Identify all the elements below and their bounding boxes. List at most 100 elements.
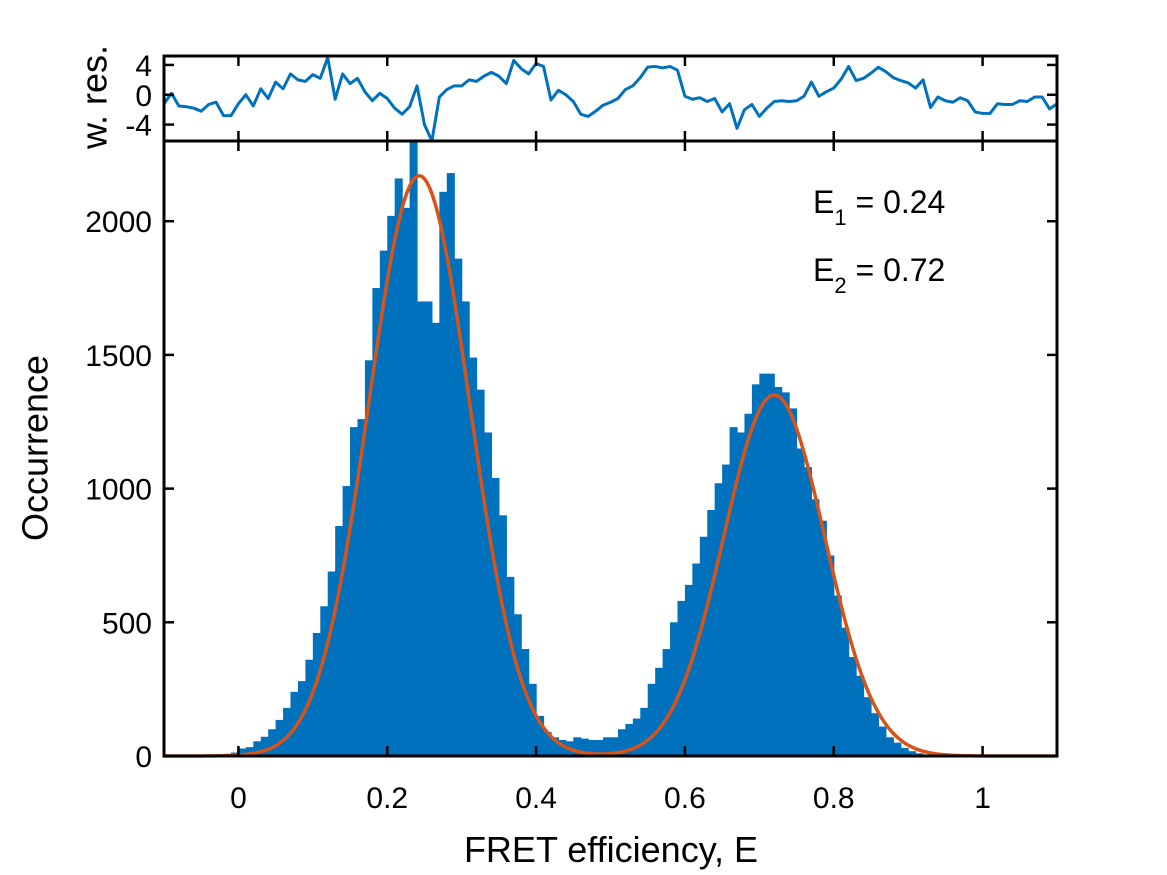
histogram-bar [335, 526, 344, 756]
histogram-bar [848, 657, 857, 756]
histogram-bar [409, 141, 418, 756]
histogram-bar [870, 713, 879, 756]
histogram-bar [357, 419, 366, 756]
histogram-bar [796, 448, 805, 756]
histogram-bar [305, 659, 314, 756]
histogram-bars [193, 141, 961, 757]
histogram-bar [521, 649, 530, 756]
histogram-y-tick-labels: 0 500 1000 1500 2000 [85, 206, 152, 774]
histogram-bar [632, 718, 641, 756]
histogram-bar [364, 360, 373, 756]
res-y-tick-label: 4 [135, 50, 152, 83]
residuals-y-axis-title: w. res. [74, 45, 115, 150]
histogram-bar [342, 485, 351, 756]
y-tick-label: 500 [102, 607, 152, 640]
histogram-bar [595, 739, 604, 756]
x-tick-label: 1 [974, 782, 991, 815]
histogram-bar [692, 563, 701, 756]
histogram-bar [781, 392, 790, 756]
histogram-bar [759, 373, 768, 756]
histogram-x-tick-labels: 0 0.2 0.4 0.6 0.8 1 [230, 782, 991, 815]
residuals-frame [162, 54, 1059, 143]
histogram-bar [774, 387, 783, 756]
y-axis-title: Occurrence [15, 355, 56, 541]
histogram-bar [662, 649, 671, 756]
histogram-bar [245, 747, 254, 756]
histogram-bar [387, 215, 396, 756]
x-tick-label: 0.6 [664, 782, 706, 815]
x-tick-label: 0.2 [366, 782, 408, 815]
x-tick-label: 0 [230, 782, 247, 815]
histogram-bar [476, 389, 485, 756]
histogram-bar [885, 737, 894, 756]
histogram-bar [528, 683, 537, 756]
histogram-bar [751, 384, 760, 756]
histogram-bar [469, 357, 478, 756]
histogram-bar [617, 729, 626, 756]
annotation-e2-value: = 0.72 [847, 252, 946, 288]
histogram-bar [737, 432, 746, 756]
histogram-bar [550, 737, 560, 756]
histogram-bar [350, 427, 359, 756]
x-tick-label: 0.8 [813, 782, 855, 815]
histogram-bar [402, 207, 411, 756]
histogram-bar [640, 707, 649, 756]
histogram-bar [543, 731, 552, 756]
histogram-bar [253, 741, 262, 756]
histogram-bar [320, 606, 329, 756]
histogram-bar [610, 737, 619, 756]
histogram-bar [670, 622, 679, 756]
histogram-bar [513, 614, 522, 756]
histogram-ticks [164, 141, 1057, 758]
residuals-panel: 40-4 w. res. [74, 45, 1059, 150]
res-y-tick-label: -4 [125, 110, 152, 143]
histogram-bar [238, 748, 247, 756]
histogram-bar [290, 691, 299, 756]
res-y-tick-label: 0 [135, 80, 152, 113]
histogram-bar [677, 600, 686, 756]
histogram-bar [558, 739, 567, 756]
residuals-line [162, 55, 1058, 143]
histogram-bar [394, 178, 403, 756]
x-axis-title: FRET efficiency, E [464, 829, 758, 870]
histogram-bar [536, 715, 545, 756]
residuals-y-tick-labels: 40-4 [125, 50, 152, 143]
histogram-bar [506, 576, 515, 756]
annotation-e1: E1 = 0.24 [813, 184, 945, 230]
histogram-bar [268, 729, 277, 756]
histogram-bar [766, 373, 775, 756]
histogram-bar [260, 736, 269, 756]
histogram-bar [893, 742, 902, 756]
histogram-bar [655, 667, 664, 756]
histogram-bar [275, 719, 284, 756]
histogram-bar [573, 737, 582, 756]
histogram-bar [826, 555, 835, 756]
histogram-bar [491, 477, 500, 756]
histogram-bar [647, 683, 656, 756]
histogram-bar [588, 739, 597, 756]
histogram-bar [699, 536, 708, 756]
histogram-bar [789, 408, 798, 756]
annotation-e1-sub: 1 [834, 205, 846, 230]
histogram-bar [431, 322, 440, 756]
histogram-bar [372, 288, 381, 756]
histogram-bar [878, 726, 887, 756]
fit-curve-layer [163, 174, 1058, 758]
residuals-line-layer [162, 55, 1058, 143]
histogram-bar [603, 737, 612, 756]
y-tick-label: 0 [135, 741, 152, 774]
histogram-bar [818, 520, 827, 756]
histogram-bar [714, 483, 723, 756]
annotation-e2-base: E [813, 252, 834, 288]
histogram-bar [707, 510, 716, 756]
residuals-ticks [164, 56, 1057, 141]
histogram-bar [379, 250, 388, 756]
histogram-bar [811, 499, 820, 756]
histogram-bar [900, 747, 909, 756]
y-tick-label: 2000 [85, 206, 152, 239]
fit-curve [163, 174, 1058, 758]
histogram-bar [439, 191, 448, 757]
annotation-e2-sub: 2 [834, 273, 846, 298]
histogram-bar [312, 633, 321, 756]
